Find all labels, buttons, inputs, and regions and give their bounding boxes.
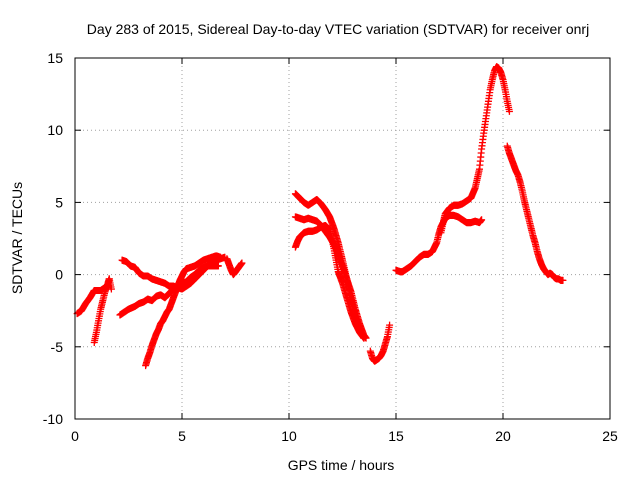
plus-marker: [360, 334, 368, 342]
y-tick-label: 10: [47, 122, 63, 138]
series-arc-13: [503, 142, 567, 284]
y-tick-label: -10: [43, 411, 63, 427]
series-arc-5: [142, 252, 225, 370]
y-tick-label: 5: [55, 194, 63, 210]
x-tick-label: 10: [281, 428, 297, 444]
x-tick-label: 15: [388, 428, 404, 444]
plus-marker: [559, 276, 567, 284]
y-axis-tick-labels: -10 -5 0 5 10 15: [43, 50, 63, 427]
plus-marker: [386, 321, 394, 329]
x-axis-label: GPS time / hours: [288, 457, 395, 473]
series-arc-10: [366, 321, 394, 365]
plus-marker: [478, 216, 486, 224]
x-tick-label: 25: [602, 428, 618, 444]
y-tick-label: -5: [51, 339, 64, 355]
axis-ticks: [74, 57, 611, 420]
y-axis-label: SDTVAR / TECUs: [9, 182, 25, 294]
chart-title: Day 283 of 2015, Sidereal Day-to-day VTE…: [87, 21, 589, 37]
x-tick-label: 20: [495, 428, 511, 444]
plus-marker: [105, 275, 113, 283]
series-arc-11: [392, 211, 486, 276]
plus-marker: [505, 107, 513, 115]
plus-marker: [214, 262, 222, 270]
series-arc-9: [291, 222, 368, 342]
x-axis-tick-labels: 0 5 10 15 20 25: [71, 428, 618, 444]
data-markers: [73, 63, 567, 370]
series-arc-6: [223, 255, 246, 279]
x-tick-label: 0: [71, 428, 79, 444]
y-tick-label: 15: [47, 50, 63, 66]
series-arc-12: [437, 63, 513, 237]
series-arc-2: [90, 275, 113, 346]
grid-lines: [75, 58, 610, 419]
y-tick-label: 0: [55, 267, 63, 283]
plot-frame: [74, 57, 611, 420]
x-tick-label: 5: [178, 428, 186, 444]
plus-marker: [238, 259, 246, 267]
plus-marker: [217, 253, 225, 261]
